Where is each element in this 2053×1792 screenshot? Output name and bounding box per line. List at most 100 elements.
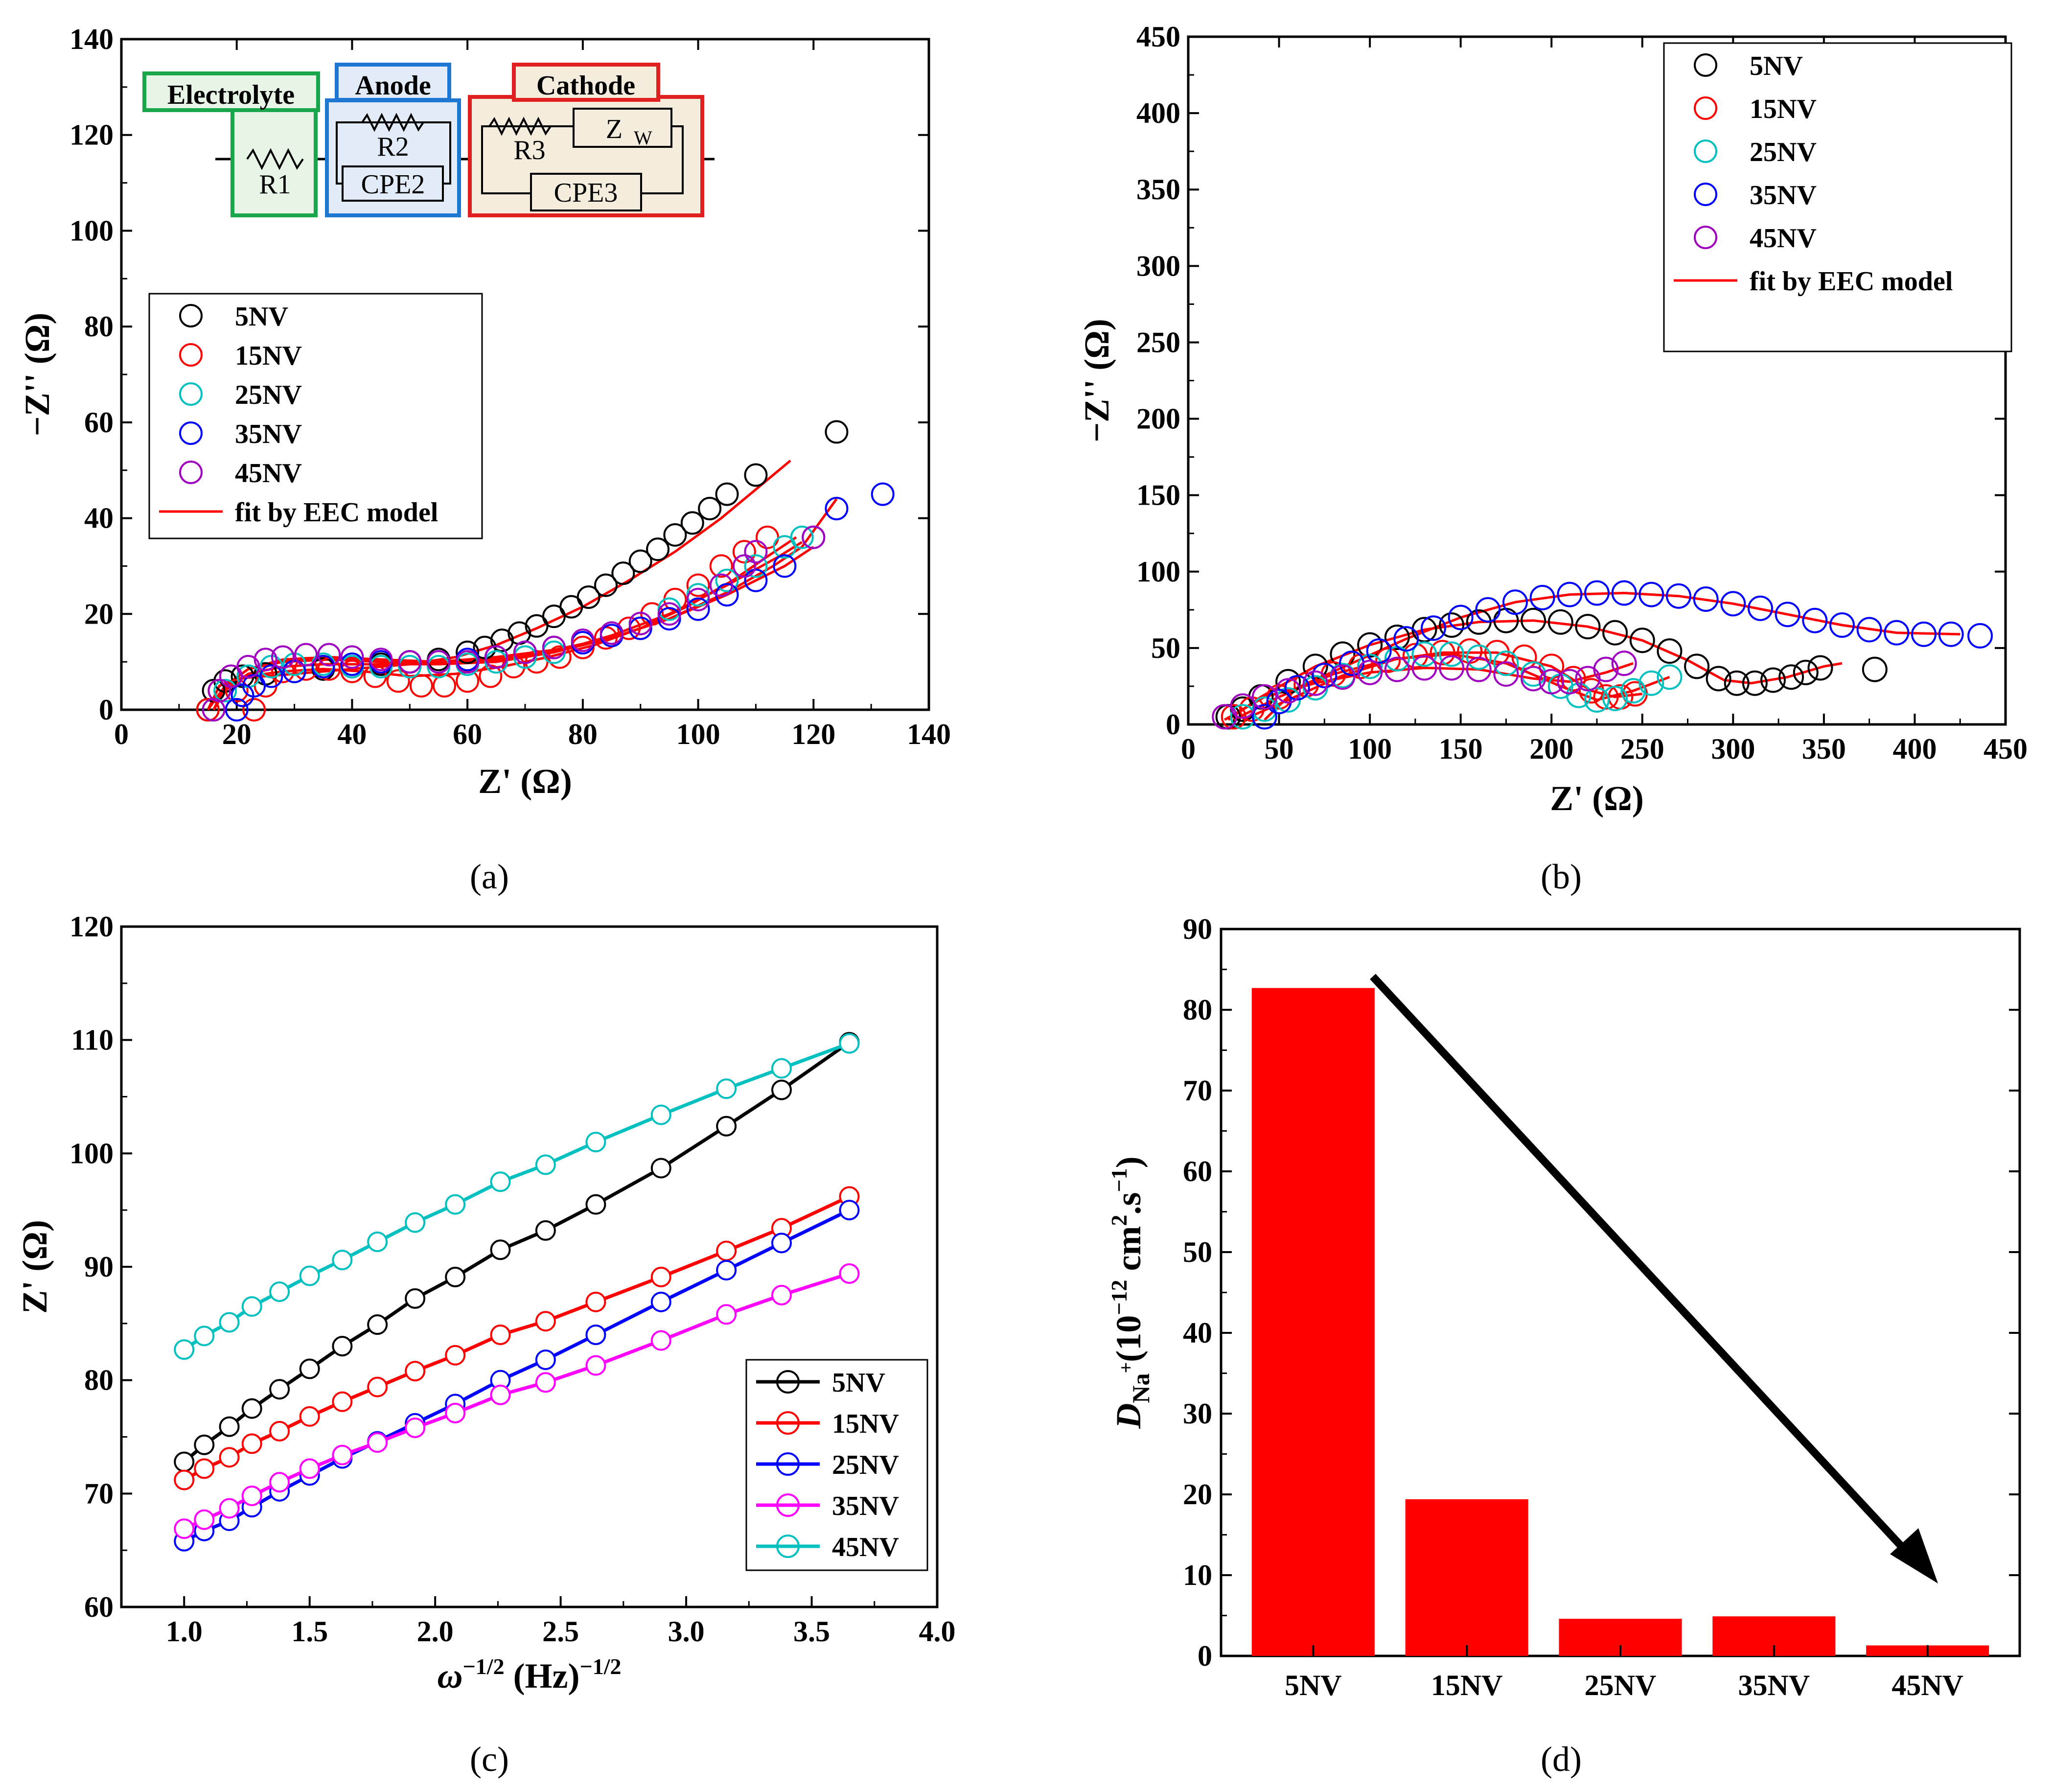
data-point-15NV bbox=[535, 1311, 556, 1332]
data-point-35NV bbox=[585, 1355, 606, 1376]
data-point-35NV bbox=[716, 1304, 737, 1325]
legend-label: 45NV bbox=[1750, 223, 1817, 254]
data-point-15NV bbox=[367, 1376, 388, 1397]
legend-label: 5NV bbox=[832, 1368, 885, 1398]
data-point-45NV bbox=[1275, 678, 1301, 704]
y-tick-label: 120 bbox=[69, 119, 114, 151]
data-point-45NV bbox=[802, 525, 826, 549]
data-point-35NV bbox=[259, 664, 283, 688]
r2-label: R2 bbox=[377, 132, 409, 162]
x-tick-label: 200 bbox=[1529, 733, 1573, 765]
legend-label: 5NV bbox=[235, 302, 288, 332]
data-point-35NV bbox=[1829, 612, 1855, 638]
x-tick-label: 250 bbox=[1620, 733, 1664, 765]
data-point-5NV bbox=[577, 585, 600, 609]
data-point-45NV bbox=[1439, 655, 1465, 681]
data-point-35NV bbox=[490, 1384, 511, 1405]
data-point-15NV bbox=[194, 1458, 215, 1479]
data-point-45NV bbox=[1493, 661, 1519, 687]
x-tick-label: 80 bbox=[568, 718, 598, 750]
data-point-35NV bbox=[1720, 591, 1746, 617]
data-point-5NV bbox=[1742, 670, 1768, 696]
data-point-5NV bbox=[241, 1398, 262, 1419]
data-point-5NV bbox=[680, 511, 704, 535]
anode-title: Anode bbox=[355, 70, 431, 101]
legend-label: 15NV bbox=[832, 1409, 899, 1439]
data-point-35NV bbox=[174, 1518, 195, 1539]
data-point-25NV bbox=[657, 597, 681, 621]
trend-arrow-head bbox=[1890, 1528, 1938, 1583]
data-point-5NV bbox=[1862, 656, 1888, 682]
fit-curve-45NV bbox=[1223, 662, 1634, 721]
data-point-15NV bbox=[617, 616, 641, 640]
data-point-25NV bbox=[1493, 651, 1519, 676]
data-point-45NV bbox=[490, 1171, 511, 1192]
data-point-5NV bbox=[1793, 659, 1819, 685]
data-point-45NV bbox=[1357, 659, 1383, 685]
r3-label: R3 bbox=[513, 135, 545, 165]
data-point-5NV bbox=[1760, 667, 1786, 693]
data-point-35NV bbox=[332, 1444, 353, 1466]
data-point-25NV bbox=[771, 1233, 792, 1254]
data-point-15NV bbox=[271, 659, 295, 683]
data-point-45NV bbox=[1330, 664, 1356, 690]
legend-label: fit by EEC model bbox=[235, 497, 438, 528]
data-point-15NV bbox=[650, 1266, 671, 1287]
x-tick-label: 120 bbox=[791, 718, 835, 750]
cpe3-element bbox=[530, 173, 642, 211]
data-point-45NV bbox=[340, 645, 364, 669]
data-point-35NV bbox=[839, 1263, 860, 1284]
circuit-inset: Electrolyte R1 Anode R2 CPE2 Cathode R3 Z W CPE3 bbox=[142, 63, 715, 217]
x-tick-label: 450 bbox=[1984, 733, 2028, 765]
data-point-35NV bbox=[650, 1330, 671, 1351]
y-tick-label: 150 bbox=[1136, 479, 1180, 512]
y-tick-label: 80 bbox=[1183, 994, 1212, 1026]
legend-label: 5NV bbox=[1750, 51, 1803, 81]
data-point-25NV bbox=[1620, 678, 1646, 704]
data-point-35NV bbox=[1366, 638, 1392, 664]
y-tick-label: 140 bbox=[69, 23, 114, 55]
data-point-5NV bbox=[744, 463, 768, 487]
y-tick-label: 10 bbox=[1183, 1559, 1212, 1591]
data-point-35NV bbox=[535, 1372, 556, 1393]
data-point-45NV bbox=[600, 621, 623, 645]
cpe2-element bbox=[342, 165, 444, 202]
legend-marker bbox=[179, 304, 203, 327]
panel-b: 0 50 100 150 200 250 300 350 400 450 0 50 100 150 200 2… bbox=[1077, 21, 2028, 896]
data-point-45NV bbox=[686, 587, 710, 611]
y-tick-label: 60 bbox=[84, 1591, 114, 1623]
data-point-25NV bbox=[715, 568, 739, 592]
data-point-35NV bbox=[1693, 586, 1719, 612]
y-tick-label: 40 bbox=[1183, 1317, 1212, 1349]
data-point-5NV bbox=[1778, 664, 1804, 690]
data-point-35NV bbox=[1448, 605, 1474, 630]
data-point-45NV bbox=[542, 635, 566, 659]
data-point-15NV bbox=[174, 1469, 195, 1490]
data-point-15NV bbox=[409, 674, 433, 698]
y-axis-title: −Z'' (Ω) bbox=[1077, 319, 1116, 442]
y-tick-label: 90 bbox=[1183, 913, 1212, 945]
data-point-15NV bbox=[732, 540, 756, 564]
data-point-45NV bbox=[1302, 670, 1328, 696]
data-point-5NV bbox=[1657, 638, 1683, 664]
data-point-45NV bbox=[744, 540, 768, 564]
data-point-45NV bbox=[1557, 669, 1583, 695]
data-point-5NV bbox=[1629, 628, 1655, 653]
y-tick-label: 100 bbox=[69, 1137, 114, 1169]
x-tick-label: 100 bbox=[676, 718, 720, 750]
data-point-5NV bbox=[219, 1416, 240, 1437]
data-point-45NV bbox=[1230, 693, 1256, 719]
y-tick-label: 120 bbox=[69, 910, 114, 943]
data-point-35NV bbox=[1529, 584, 1555, 610]
data-point-5NV bbox=[456, 640, 480, 664]
electrolyte-title-box bbox=[142, 71, 320, 112]
legend-label: 35NV bbox=[235, 419, 302, 449]
data-point-5NV bbox=[585, 1194, 606, 1215]
data-point-35NV bbox=[744, 568, 768, 592]
data-point-45NV bbox=[219, 1312, 240, 1333]
warburg-element bbox=[573, 108, 672, 148]
data-point-5NV bbox=[332, 1336, 353, 1357]
data-point-45NV bbox=[484, 645, 508, 669]
data-point-25NV bbox=[716, 1259, 737, 1280]
data-point-25NV bbox=[1466, 644, 1492, 670]
